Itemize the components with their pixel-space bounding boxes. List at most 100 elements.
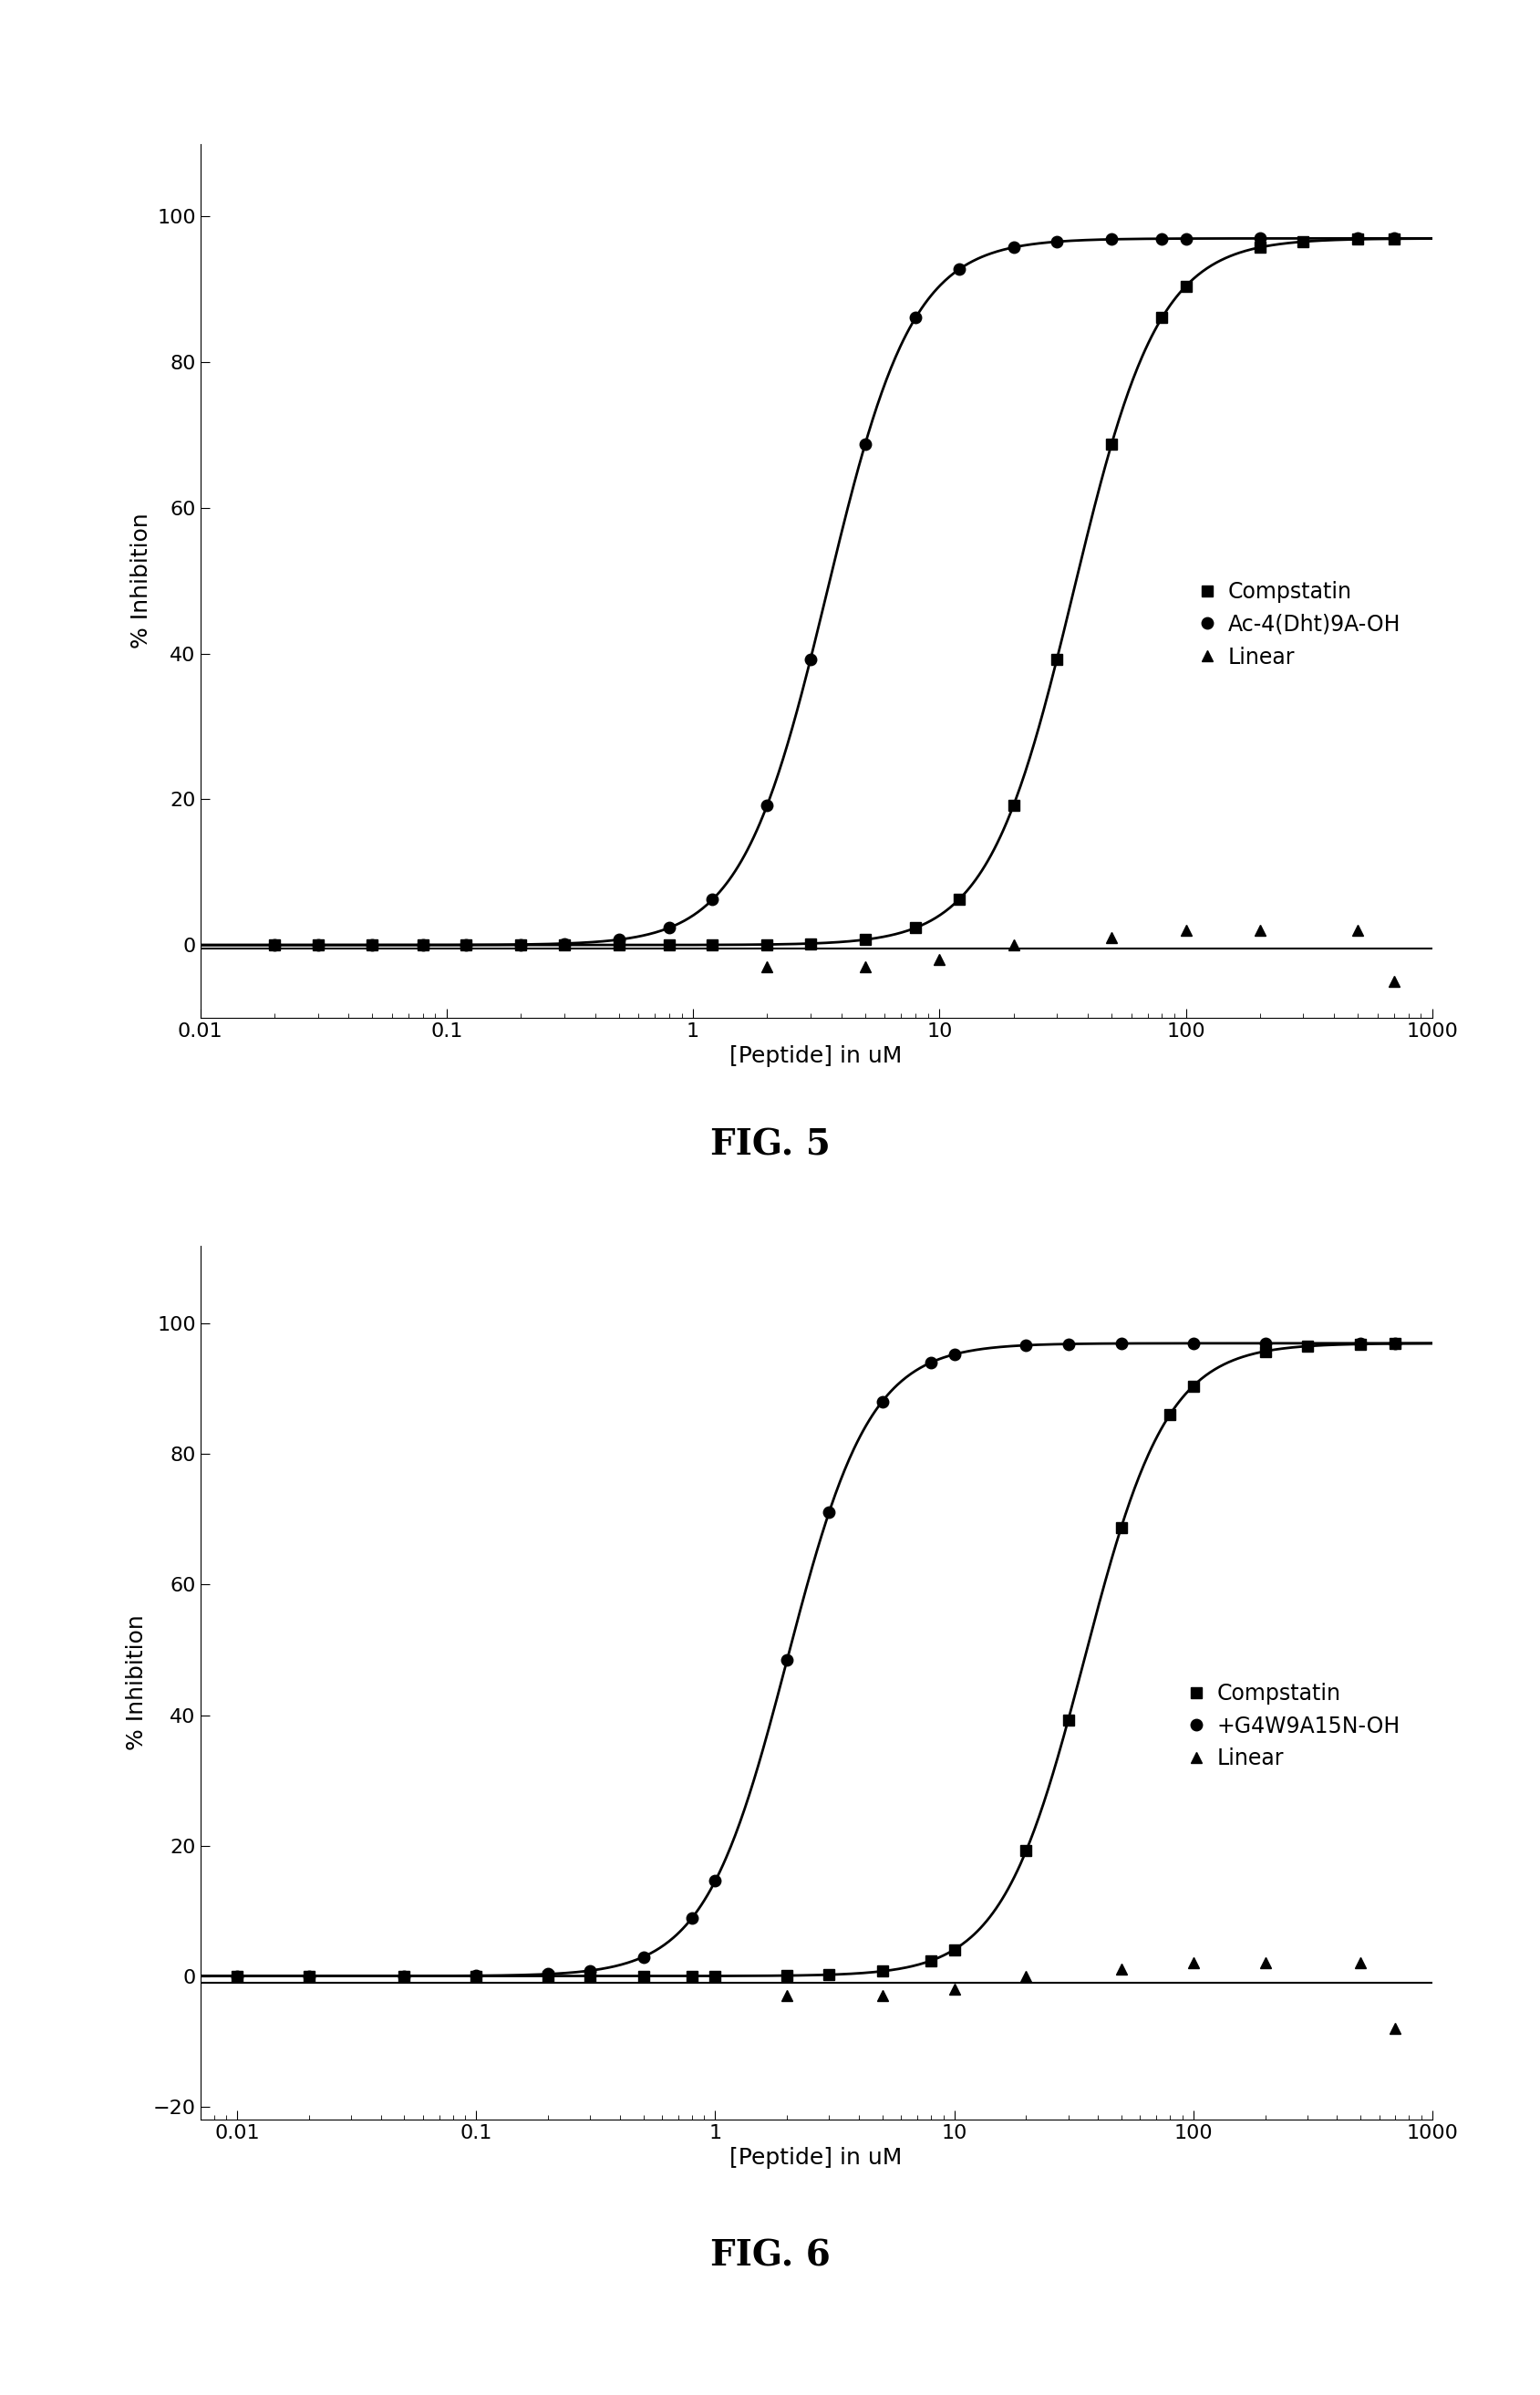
Ac-4(Dht)9A-OH <box>659 912 678 941</box>
+G4W9A15N-OH <box>922 1348 941 1377</box>
Linear <box>1257 1950 1275 1978</box>
+G4W9A15N-OH <box>1386 1329 1404 1358</box>
Compstatin <box>1250 232 1269 261</box>
Compstatin <box>396 1962 414 1990</box>
+G4W9A15N-OH <box>682 1904 701 1933</box>
Compstatin <box>1294 228 1312 256</box>
Text: FIG. 6: FIG. 6 <box>710 2239 830 2273</box>
Ac-4(Dht)9A-OH <box>457 932 476 960</box>
Compstatin <box>308 932 326 960</box>
Compstatin <box>801 929 819 958</box>
Linear <box>1016 1962 1035 1990</box>
Linear <box>1349 915 1368 944</box>
Legend: Compstatin, Ac-4(Dht)9A-OH, Linear: Compstatin, Ac-4(Dht)9A-OH, Linear <box>1189 572 1409 678</box>
Linear <box>1250 915 1269 944</box>
Linear <box>778 1981 796 2009</box>
Compstatin <box>758 929 776 958</box>
Linear <box>1004 932 1023 960</box>
Ac-4(Dht)9A-OH <box>363 932 382 960</box>
Compstatin <box>1351 1329 1369 1358</box>
Linear <box>1384 968 1403 996</box>
Compstatin <box>511 932 530 960</box>
Compstatin <box>819 1962 838 1990</box>
+G4W9A15N-OH <box>1112 1329 1130 1358</box>
Ac-4(Dht)9A-OH <box>704 886 722 915</box>
Line: Linear: Linear <box>781 1957 1401 2033</box>
Compstatin <box>634 1962 653 1990</box>
Linear <box>1177 915 1195 944</box>
X-axis label: [Peptide] in uM: [Peptide] in uM <box>730 1047 902 1068</box>
Y-axis label: % Inhibition: % Inhibition <box>129 513 152 649</box>
Legend: Compstatin, +G4W9A15N-OH, Linear: Compstatin, +G4W9A15N-OH, Linear <box>1178 1674 1409 1779</box>
Ac-4(Dht)9A-OH <box>1047 228 1066 256</box>
+G4W9A15N-OH <box>581 1957 599 1985</box>
Linear <box>1386 2014 1404 2043</box>
Compstatin <box>1349 225 1368 254</box>
Compstatin <box>457 932 476 960</box>
Compstatin <box>950 886 969 915</box>
Compstatin <box>363 932 382 960</box>
+G4W9A15N-OH <box>300 1962 319 1990</box>
Compstatin <box>1112 1514 1130 1542</box>
Linear <box>1112 1954 1130 1983</box>
Linear <box>1184 1950 1203 1978</box>
Ac-4(Dht)9A-OH <box>308 932 326 960</box>
Linear <box>856 953 875 982</box>
+G4W9A15N-OH <box>778 1645 796 1674</box>
Ac-4(Dht)9A-OH <box>511 929 530 958</box>
Compstatin <box>300 1962 319 1990</box>
Linear <box>930 946 949 975</box>
Compstatin <box>1298 1332 1317 1360</box>
+G4W9A15N-OH <box>873 1387 892 1415</box>
Compstatin <box>1103 429 1121 457</box>
Linear <box>1351 1950 1369 1978</box>
+G4W9A15N-OH <box>1060 1329 1078 1358</box>
Linear <box>1103 924 1121 953</box>
Y-axis label: % Inhibition: % Inhibition <box>126 1614 148 1751</box>
Compstatin <box>705 1962 724 1990</box>
+G4W9A15N-OH <box>1257 1329 1275 1358</box>
Ac-4(Dht)9A-OH <box>1349 225 1368 254</box>
Compstatin <box>467 1962 485 1990</box>
+G4W9A15N-OH <box>1184 1329 1203 1358</box>
Compstatin <box>539 1962 557 1990</box>
Compstatin <box>659 932 678 960</box>
Compstatin <box>554 932 573 960</box>
Line: Compstatin: Compstatin <box>268 232 1400 951</box>
Compstatin <box>1047 644 1066 673</box>
Compstatin <box>1060 1705 1078 1734</box>
Ac-4(Dht)9A-OH <box>413 932 431 960</box>
Line: Linear: Linear <box>761 924 1400 987</box>
+G4W9A15N-OH <box>634 1942 653 1971</box>
Compstatin <box>1184 1372 1203 1401</box>
Ac-4(Dht)9A-OH <box>1250 225 1269 254</box>
X-axis label: [Peptide] in uM: [Peptide] in uM <box>730 2148 902 2170</box>
Linear <box>946 1976 964 2005</box>
Compstatin <box>1177 271 1195 299</box>
Compstatin <box>1257 1336 1275 1365</box>
+G4W9A15N-OH <box>539 1959 557 1988</box>
Compstatin <box>1016 1837 1035 1866</box>
Compstatin <box>856 924 875 953</box>
Ac-4(Dht)9A-OH <box>856 429 875 457</box>
Ac-4(Dht)9A-OH <box>801 644 819 673</box>
+G4W9A15N-OH <box>705 1866 724 1894</box>
Text: FIG. 5: FIG. 5 <box>710 1128 830 1162</box>
Ac-4(Dht)9A-OH <box>1177 225 1195 254</box>
+G4W9A15N-OH <box>1351 1329 1369 1358</box>
Line: +G4W9A15N-OH: +G4W9A15N-OH <box>231 1336 1401 1981</box>
Compstatin <box>1384 225 1403 254</box>
+G4W9A15N-OH <box>1016 1332 1035 1360</box>
Compstatin <box>265 932 283 960</box>
Compstatin <box>704 932 722 960</box>
Compstatin <box>1386 1329 1404 1358</box>
Ac-4(Dht)9A-OH <box>265 932 283 960</box>
Line: Compstatin: Compstatin <box>231 1339 1401 1981</box>
Ac-4(Dht)9A-OH <box>950 256 969 285</box>
Ac-4(Dht)9A-OH <box>1384 225 1403 254</box>
+G4W9A15N-OH <box>819 1497 838 1526</box>
Ac-4(Dht)9A-OH <box>758 790 776 819</box>
Compstatin <box>1152 304 1170 333</box>
Compstatin <box>1004 790 1023 819</box>
+G4W9A15N-OH <box>467 1962 485 1990</box>
